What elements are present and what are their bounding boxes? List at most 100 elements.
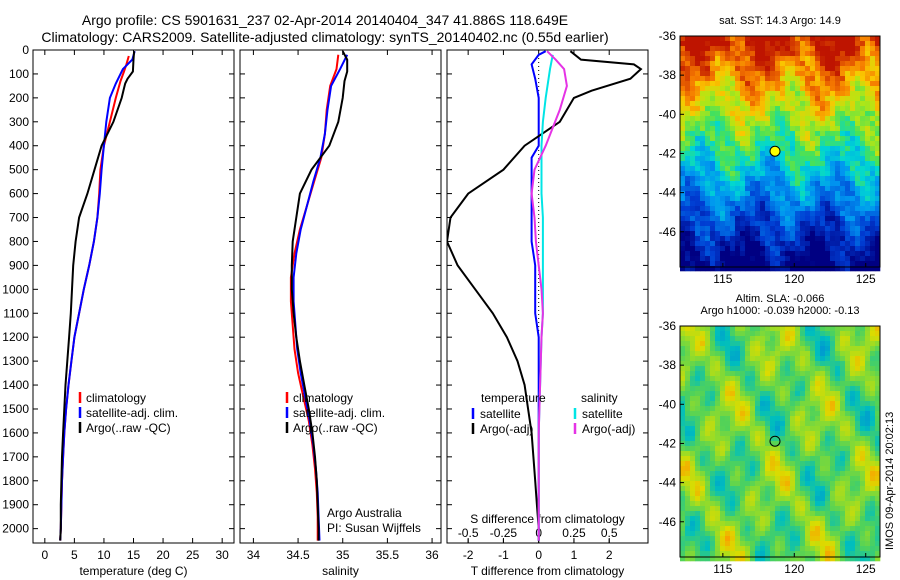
map-cell xyxy=(790,496,796,502)
map-cell xyxy=(760,426,766,432)
map-cell xyxy=(730,471,736,477)
map-cell xyxy=(770,421,776,427)
map-cell xyxy=(730,391,736,397)
map-cell xyxy=(795,221,801,227)
map-cell xyxy=(805,121,811,127)
map-cell xyxy=(745,416,751,422)
map-cell xyxy=(795,111,801,117)
map-cell xyxy=(800,416,806,422)
map-cell xyxy=(680,266,686,272)
map-cell xyxy=(745,496,751,502)
map-cell xyxy=(700,336,706,342)
map-cell xyxy=(775,396,781,402)
map-cell xyxy=(825,381,831,387)
map-cell xyxy=(785,36,791,42)
map-cell xyxy=(815,161,821,167)
map-cell xyxy=(860,446,866,452)
map-cell xyxy=(720,46,726,52)
map-cell xyxy=(805,516,811,522)
map-cell xyxy=(875,36,881,42)
map-cell xyxy=(840,101,846,107)
map-cell xyxy=(695,451,701,457)
map-cell xyxy=(770,261,776,267)
map-cell xyxy=(710,471,716,477)
map-cell xyxy=(800,266,806,272)
map-cell xyxy=(805,161,811,167)
map-cell xyxy=(770,201,776,207)
map-cell xyxy=(730,331,736,337)
map-cell xyxy=(715,206,721,212)
map-cell xyxy=(720,396,726,402)
map-cell xyxy=(710,166,716,172)
map-cell xyxy=(840,116,846,122)
map-cell xyxy=(785,411,791,417)
map-cell xyxy=(705,71,711,77)
panel-frame xyxy=(446,49,649,544)
map-cell xyxy=(825,371,831,377)
map-cell xyxy=(755,71,761,77)
map-cell xyxy=(705,391,711,397)
map-heatmap-cells xyxy=(680,36,881,272)
map-cell xyxy=(810,536,816,542)
map-cell xyxy=(705,46,711,52)
map-cell xyxy=(805,536,811,542)
map-cell xyxy=(695,341,701,347)
map-cell xyxy=(715,51,721,57)
map-cell xyxy=(865,181,871,187)
map-cell xyxy=(850,206,856,212)
map-cell xyxy=(815,111,821,117)
map-cell xyxy=(720,36,726,42)
map-cell xyxy=(815,126,821,132)
map-cell xyxy=(845,531,851,537)
map-cell xyxy=(745,431,751,437)
map-cell xyxy=(770,506,776,512)
map-cell xyxy=(680,341,686,347)
map-cell xyxy=(775,456,781,462)
map-cell xyxy=(800,501,806,507)
map-cell xyxy=(680,371,686,377)
map-cell xyxy=(750,111,756,117)
map-cell xyxy=(760,201,766,207)
map-cell xyxy=(855,66,861,72)
map-cell xyxy=(865,241,871,247)
map-cell xyxy=(755,346,761,352)
map-cell xyxy=(690,231,696,237)
map-cell xyxy=(820,251,826,257)
map-cell xyxy=(725,441,731,447)
map-cell xyxy=(810,56,816,62)
map-cell xyxy=(740,51,746,57)
map-cell xyxy=(790,141,796,147)
map-cell xyxy=(730,431,736,437)
map-cell xyxy=(860,176,866,182)
map-cell xyxy=(715,191,721,197)
map-cell xyxy=(790,66,796,72)
map-cell xyxy=(715,466,721,472)
map-cell xyxy=(685,556,691,562)
map-cell xyxy=(740,161,746,167)
map-cell xyxy=(705,231,711,237)
map-cell xyxy=(810,456,816,462)
map-cell xyxy=(825,386,831,392)
map-cell xyxy=(695,256,701,262)
map-cell xyxy=(830,351,836,357)
map-cell xyxy=(740,131,746,137)
map-cell xyxy=(840,146,846,152)
map-cell xyxy=(835,426,841,432)
map-cell xyxy=(805,56,811,62)
map-cell xyxy=(815,206,821,212)
map-cell xyxy=(830,266,836,272)
map-cell xyxy=(735,176,741,182)
map-cell xyxy=(725,266,731,272)
map-cell xyxy=(700,436,706,442)
map-cell xyxy=(840,331,846,337)
map-cell xyxy=(695,516,701,522)
map-cell xyxy=(865,331,871,337)
map-cell xyxy=(840,461,846,467)
map-cell xyxy=(740,431,746,437)
map-cell xyxy=(835,521,841,527)
map-cell xyxy=(815,51,821,57)
map-cell xyxy=(740,221,746,227)
map-cell xyxy=(750,216,756,222)
map-cell xyxy=(805,46,811,52)
map-cell xyxy=(840,391,846,397)
